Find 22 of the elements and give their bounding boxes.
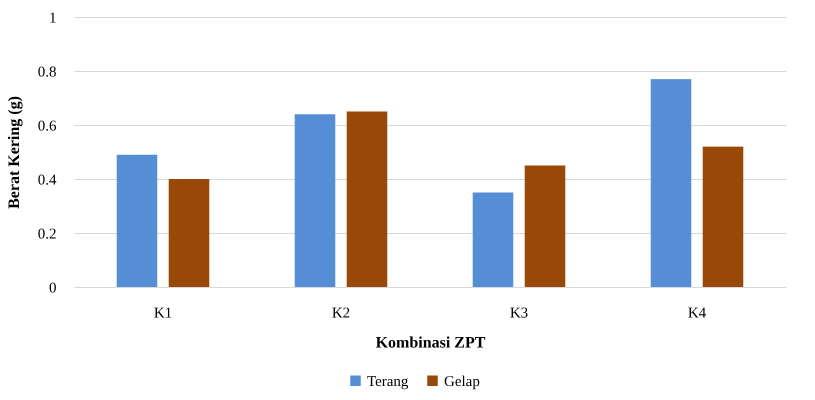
bar — [650, 79, 692, 287]
x-tick-label: K4 — [688, 306, 707, 322]
bar — [702, 146, 744, 287]
bar — [346, 112, 388, 287]
y-tick-label: 0.2 — [38, 226, 56, 242]
y-tick-label: 0.8 — [38, 64, 56, 80]
legend-label: Gelap — [444, 374, 480, 390]
bar — [294, 114, 336, 287]
y-axis-title: Berat Kering (g) — [6, 96, 23, 209]
y-tick-label: 0.4 — [38, 172, 57, 188]
y-tick-label: 0 — [49, 280, 56, 296]
bar — [472, 192, 514, 287]
x-tick-label: K2 — [332, 306, 350, 322]
bar — [168, 179, 210, 287]
x-tick-label: K1 — [154, 306, 172, 322]
y-tick-label: 1 — [49, 10, 56, 26]
bar — [524, 166, 566, 287]
x-tick-label: K3 — [510, 306, 528, 322]
bar — [116, 154, 158, 287]
legend-label: Terang — [367, 374, 409, 390]
y-tick-label: 0.6 — [38, 118, 57, 134]
x-axis-title: Kombinasi ZPT — [376, 334, 486, 352]
